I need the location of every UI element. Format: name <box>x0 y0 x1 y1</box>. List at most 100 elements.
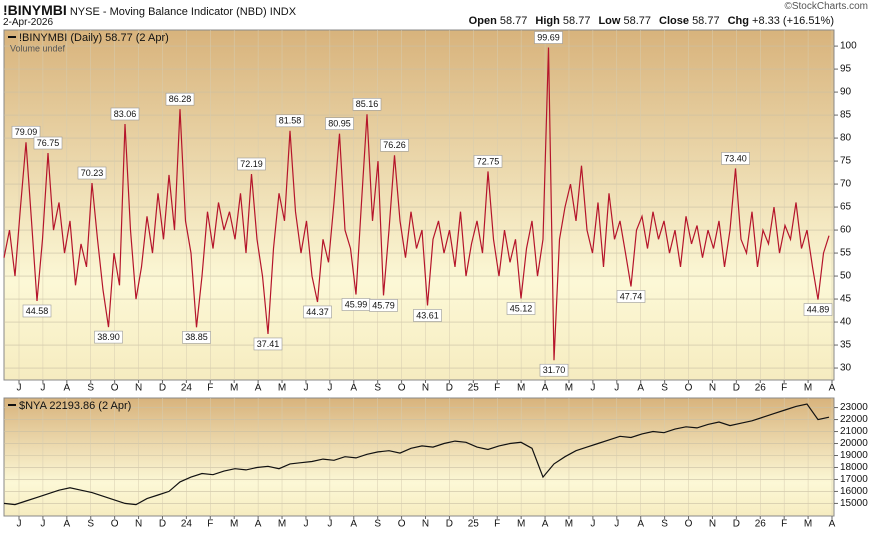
x-tick-label: A <box>255 519 262 530</box>
value-label: 72.75 <box>473 155 503 168</box>
x-tick-label: F <box>207 519 213 530</box>
x-tick-label: J <box>327 383 332 394</box>
x-tick-label: J <box>17 519 22 530</box>
x-tick-label: O <box>685 519 693 530</box>
quote-label: High <box>535 15 560 27</box>
x-tick-label: D <box>446 383 453 394</box>
value-label-box <box>325 117 354 131</box>
x-tick-label: M <box>278 383 286 394</box>
x-tick-label: A <box>542 519 549 530</box>
value-label-box <box>94 330 123 344</box>
x-tick-label: N <box>709 519 716 530</box>
y-tick-label: 18000 <box>840 462 868 473</box>
x-tick-label: S <box>87 383 94 394</box>
value-label: 45.12 <box>506 302 536 315</box>
value-label-box <box>77 166 107 180</box>
quote-value: 58.77 <box>499 15 528 27</box>
value-label-box <box>303 305 332 319</box>
value-label-box <box>237 157 266 171</box>
x-tick-label: J <box>40 383 45 394</box>
x-tick-label: J <box>40 519 45 530</box>
x-tick-label: N <box>422 519 429 530</box>
exchange: INDX <box>269 6 297 18</box>
value-label-text: 45.12 <box>510 303 533 313</box>
value-label-text: 86.28 <box>169 94 192 104</box>
value-label-box <box>275 114 305 128</box>
y-tick-label: 35 <box>840 340 852 351</box>
x-tick-label: A <box>829 383 836 394</box>
y-tick-label: 80 <box>840 133 852 144</box>
value-label-box <box>803 303 833 316</box>
value-label: 79.09 <box>11 125 41 139</box>
x-tick-label: S <box>87 519 94 530</box>
y-tick-label: 45 <box>840 294 852 305</box>
value-label: 45.99 <box>341 298 371 311</box>
x-tick-label: J <box>614 383 619 394</box>
value-label: 43.61 <box>413 309 442 322</box>
x-tick-label: M <box>230 383 238 394</box>
x-tick-label: A <box>829 519 836 530</box>
x-tick-label: N <box>422 383 429 394</box>
value-label-text: 31.70 <box>543 365 566 375</box>
legend-note: Volume undef <box>10 43 66 53</box>
y-tick-label: 16000 <box>840 486 868 497</box>
value-label: 31.70 <box>539 363 569 377</box>
value-label-text: 76.26 <box>383 140 406 150</box>
x-tick-label: D <box>159 383 166 394</box>
x-tick-label: 24 <box>181 383 193 394</box>
y-tick-label: 75 <box>840 156 852 167</box>
x-tick-label: S <box>661 383 668 394</box>
quote-value: 58.77 <box>623 15 652 27</box>
x-tick-label: F <box>494 383 500 394</box>
value-label-text: 85.16 <box>356 99 379 109</box>
value-label-box <box>369 299 398 312</box>
value-label: 99.69 <box>534 31 563 44</box>
y-tick-label: 90 <box>840 87 852 98</box>
x-tick-label: A <box>542 383 549 394</box>
value-label-text: 76.75 <box>37 138 60 148</box>
x-tick-label: A <box>637 383 644 394</box>
x-tick-label: F <box>781 383 787 394</box>
quote-label: Close <box>659 15 689 27</box>
value-label-box <box>110 107 140 121</box>
y-tick-label: 30 <box>840 363 852 374</box>
value-label-text: 47.74 <box>620 291 643 301</box>
y-tick-label: 22000 <box>840 414 868 425</box>
value-label: 86.28 <box>165 92 195 106</box>
value-label-box <box>11 125 41 139</box>
y-tick-label: 19000 <box>840 450 868 461</box>
legend: $NYA 22193.86 (2 Apr) <box>19 400 131 412</box>
value-label-text: 44.89 <box>807 304 830 314</box>
x-tick-label: J <box>590 519 595 530</box>
value-label: 76.75 <box>33 136 63 150</box>
y-tick-label: 60 <box>840 225 852 236</box>
x-tick-label: J <box>327 519 332 530</box>
x-tick-label: F <box>781 519 787 530</box>
header: !BINYMBI NYSE - Moving Balance Indicator… <box>0 0 874 30</box>
quote-label: Low <box>598 15 621 27</box>
y-tick-label: 95 <box>840 64 852 75</box>
value-label-text: 44.58 <box>26 306 49 316</box>
x-tick-label: O <box>111 519 119 530</box>
quote-label: Chg <box>727 15 749 27</box>
y-tick-label: 23000 <box>840 402 868 413</box>
x-tick-label: D <box>733 519 740 530</box>
x-tick-label: S <box>661 519 668 530</box>
value-label-box <box>165 92 195 106</box>
date: 2-Apr-2026 <box>3 17 54 28</box>
quote-value: +8.33 (+16.51%) <box>752 15 834 27</box>
value-label: 44.37 <box>303 305 332 319</box>
value-label-text: 81.58 <box>279 116 302 126</box>
copyright: ©StockCharts.com <box>784 1 868 12</box>
title-row: !BINYMBI NYSE - Moving Balance Indicator… <box>3 2 296 18</box>
x-tick-label: 24 <box>181 519 193 530</box>
x-tick-label: A <box>255 383 262 394</box>
x-tick-label: S <box>374 519 381 530</box>
legend: !BINYMBI (Daily) 58.77 (2 Apr) <box>19 32 169 44</box>
value-label: 85.16 <box>352 98 382 111</box>
y-tick-label: 55 <box>840 248 852 259</box>
y-tick-label: 15000 <box>840 498 868 509</box>
value-label-box <box>534 31 563 44</box>
